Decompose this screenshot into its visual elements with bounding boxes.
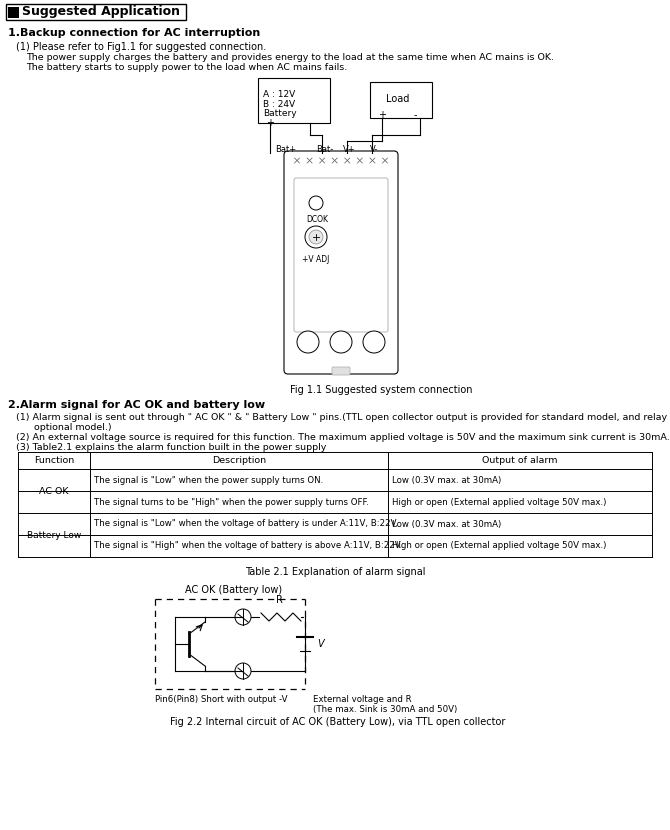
Text: The signal is "High" when the voltage of battery is above A:11V, B:22V.: The signal is "High" when the voltage of…: [94, 541, 402, 550]
Text: (The max. Sink is 30mA and 50V): (The max. Sink is 30mA and 50V): [313, 705, 457, 714]
Text: The signal is "Low" when the power supply turns ON.: The signal is "Low" when the power suppl…: [94, 476, 323, 485]
Text: The battery starts to supply power to the load when AC mains fails.: The battery starts to supply power to th…: [26, 63, 347, 72]
Bar: [292, 153, 390, 168]
Text: -: -: [304, 118, 308, 128]
Text: Output of alarm: Output of alarm: [482, 456, 557, 465]
Text: A : 12V: A : 12V: [263, 90, 295, 99]
Circle shape: [368, 156, 377, 165]
Text: Bat+: Bat+: [275, 145, 296, 154]
Bar: [18, 452, 652, 557]
Circle shape: [297, 331, 319, 353]
Bar: [370, 82, 432, 118]
Circle shape: [293, 156, 302, 165]
Text: Battery: Battery: [263, 109, 297, 118]
Text: Description: Description: [212, 456, 266, 465]
Circle shape: [235, 609, 251, 625]
Circle shape: [381, 156, 389, 165]
Text: (1) Please refer to Fig1.1 for suggested connection.: (1) Please refer to Fig1.1 for suggested…: [16, 42, 266, 52]
Text: Suggested Application: Suggested Application: [22, 5, 180, 18]
Text: Low (0.3V max. at 30mA): Low (0.3V max. at 30mA): [392, 476, 501, 485]
Text: B : 24V: B : 24V: [263, 100, 295, 109]
FancyBboxPatch shape: [284, 151, 398, 374]
Text: 2.Alarm signal for AC OK and battery low: 2.Alarm signal for AC OK and battery low: [8, 400, 265, 410]
Circle shape: [235, 663, 251, 679]
Text: V-: V-: [371, 145, 379, 154]
Circle shape: [309, 196, 323, 210]
Circle shape: [309, 230, 323, 244]
Text: +: +: [266, 118, 274, 128]
Text: R: R: [275, 595, 283, 605]
Text: -: -: [414, 110, 417, 120]
Circle shape: [305, 226, 327, 248]
Text: AC OK: AC OK: [40, 486, 69, 496]
Text: V: V: [317, 639, 324, 649]
Circle shape: [330, 156, 339, 165]
Text: The signal turns to be "High" when the power supply turns OFF.: The signal turns to be "High" when the p…: [94, 497, 369, 506]
Bar: [6, 4, 186, 20]
Text: 1.Backup connection for AC interruption: 1.Backup connection for AC interruption: [8, 28, 260, 38]
Text: Load: Load: [386, 94, 409, 104]
Text: (3) Table2.1 explains the alarm function built in the power supply: (3) Table2.1 explains the alarm function…: [16, 443, 326, 452]
Text: +: +: [378, 110, 386, 120]
Text: optional model.): optional model.): [16, 423, 112, 432]
Text: Table 2.1 Explanation of alarm signal: Table 2.1 Explanation of alarm signal: [245, 567, 425, 577]
Circle shape: [318, 156, 327, 165]
Text: Fig 1.1 Suggested system connection: Fig 1.1 Suggested system connection: [290, 385, 472, 395]
Text: High or open (External applied voltage 50V max.): High or open (External applied voltage 5…: [392, 497, 606, 506]
Bar: [8, 7, 19, 18]
Text: DCOK: DCOK: [306, 215, 328, 224]
Text: V+: V+: [343, 145, 356, 154]
Text: Fig 2.2 Internal circuit of AC OK (Battery Low), via TTL open collector: Fig 2.2 Internal circuit of AC OK (Batte…: [170, 717, 505, 727]
Circle shape: [305, 156, 314, 165]
Text: Pin6(Pin8) Short with output -V: Pin6(Pin8) Short with output -V: [155, 695, 287, 704]
Text: AC OK (Battery low): AC OK (Battery low): [185, 585, 282, 595]
FancyBboxPatch shape: [294, 178, 388, 332]
Text: Bat-: Bat-: [316, 145, 334, 154]
Text: The signal is "Low" when the voltage of battery is under A:11V, B:22V.: The signal is "Low" when the voltage of …: [94, 520, 398, 529]
Text: Low (0.3V max. at 30mA): Low (0.3V max. at 30mA): [392, 520, 501, 529]
Bar: [258, 78, 330, 123]
Text: External voltage and R: External voltage and R: [313, 695, 411, 704]
Circle shape: [355, 156, 364, 165]
Circle shape: [343, 156, 352, 165]
Circle shape: [363, 331, 385, 353]
Circle shape: [330, 331, 352, 353]
Text: Function: Function: [34, 456, 74, 465]
Text: (1) Alarm signal is sent out through " AC OK " & " Battery Low " pins.(TTL open : (1) Alarm signal is sent out through " A…: [16, 413, 670, 422]
Text: Battery Low: Battery Low: [27, 530, 81, 540]
FancyBboxPatch shape: [332, 367, 350, 375]
Text: +V ADJ: +V ADJ: [302, 255, 330, 264]
Text: The power supply charges the battery and provides energy to the load at the same: The power supply charges the battery and…: [26, 53, 554, 62]
Text: (2) An external voltage source is required for this function. The maximum applie: (2) An external voltage source is requir…: [16, 433, 670, 442]
Text: High or open (External applied voltage 50V max.): High or open (External applied voltage 5…: [392, 541, 606, 550]
